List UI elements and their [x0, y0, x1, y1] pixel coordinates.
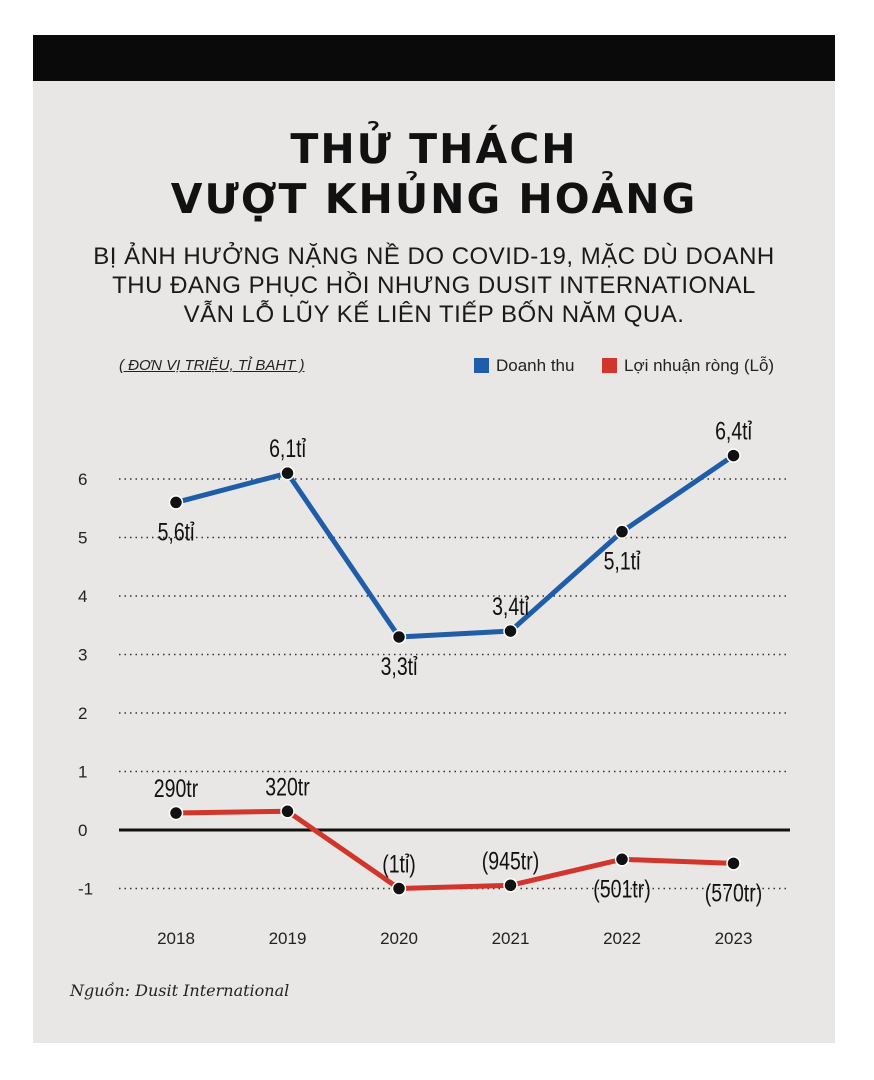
data-point [168, 805, 184, 821]
y-tick-label: 2 [78, 704, 87, 723]
data-point [280, 465, 295, 481]
source-note: Nguồn: Dusit International [70, 981, 290, 1000]
data-point [614, 524, 630, 539]
x-tick-label: 2019 [269, 929, 307, 948]
data-label: (501tr) [593, 875, 650, 903]
x-tick-label: 2021 [492, 929, 530, 948]
y-tick-label: 4 [78, 587, 87, 606]
legend-label-net-profit: Lợi nhuận ròng (Lỗ) [624, 356, 775, 375]
data-point [503, 878, 518, 893]
subtitle-line-1: BỊ ẢNH HƯỞNG NẶNG NỀ DO COVID-19, MẶC DÙ… [93, 243, 775, 270]
data-point [726, 448, 741, 463]
subtitle-line-2: THU ĐANG PHỤC HỒI NHƯNG DUSIT INTERNATIO… [112, 272, 756, 299]
data-point [391, 881, 407, 896]
y-tick-label: -1 [78, 880, 93, 899]
series-line-1 [173, 808, 736, 891]
data-label: 290tr [154, 775, 199, 803]
subtitle-line-3: VẪN LỖ LŨY KẾ LIÊN TIẾP BỐN NĂM QUA. [183, 301, 685, 328]
data-label: (570tr) [705, 879, 762, 907]
legend-item-net-profit: Lợi nhuận ròng (Lỗ) [602, 356, 774, 376]
y-tick-label: 1 [78, 763, 87, 782]
data-point [503, 623, 518, 639]
infographic-card: THỬ THÁCH VƯỢT KHỦNG HOẢNG BỊ ẢNH HƯỞNG … [33, 35, 835, 1043]
data-label: 320tr [265, 773, 310, 801]
legend-swatch-revenue [474, 358, 489, 373]
series-line-0 [173, 453, 736, 640]
x-tick-label: 2022 [603, 929, 641, 948]
legend-swatch-net-profit [602, 358, 617, 373]
data-label: 5,6tỉ [158, 518, 195, 546]
unit-note: ( ĐƠN VỊ TRIỆU, TỈ BAHT ) [119, 357, 305, 374]
y-tick-label: 0 [78, 821, 87, 840]
data-label: 6,1tỉ [269, 435, 306, 463]
legend-label-revenue: Doanh thu [496, 356, 575, 375]
x-tick-label: 2020 [380, 929, 418, 948]
y-tick-label: 5 [78, 529, 87, 548]
y-tick-label: 3 [78, 646, 87, 665]
data-point [391, 629, 407, 645]
data-point [168, 495, 184, 510]
title-line-1: THỬ THÁCH [290, 125, 578, 173]
data-label: 5,1tỉ [604, 547, 641, 575]
y-tick-label: 6 [78, 470, 87, 489]
data-label: 3,3tỉ [381, 653, 418, 681]
data-label: (945tr) [482, 847, 539, 875]
legend-item-revenue: Doanh thu [474, 356, 574, 376]
data-point [614, 852, 630, 867]
title-line-2: VƯỢT KHỦNG HOẢNG [170, 175, 698, 223]
top-black-bar [33, 35, 835, 81]
data-point [280, 804, 295, 819]
data-label: 6,4tỉ [715, 417, 752, 445]
x-tick-label: 2023 [715, 929, 753, 948]
line-chart: 6 5 4 3 2 1 0 -1 2018 2019 2020 2021 2022 2023 5,6tỉ 6,… [78, 417, 790, 948]
data-label: (1tỉ) [382, 850, 416, 878]
x-tick-label: 2018 [157, 929, 195, 948]
data-point [726, 856, 741, 871]
data-label: 3,4tỉ [492, 593, 529, 621]
